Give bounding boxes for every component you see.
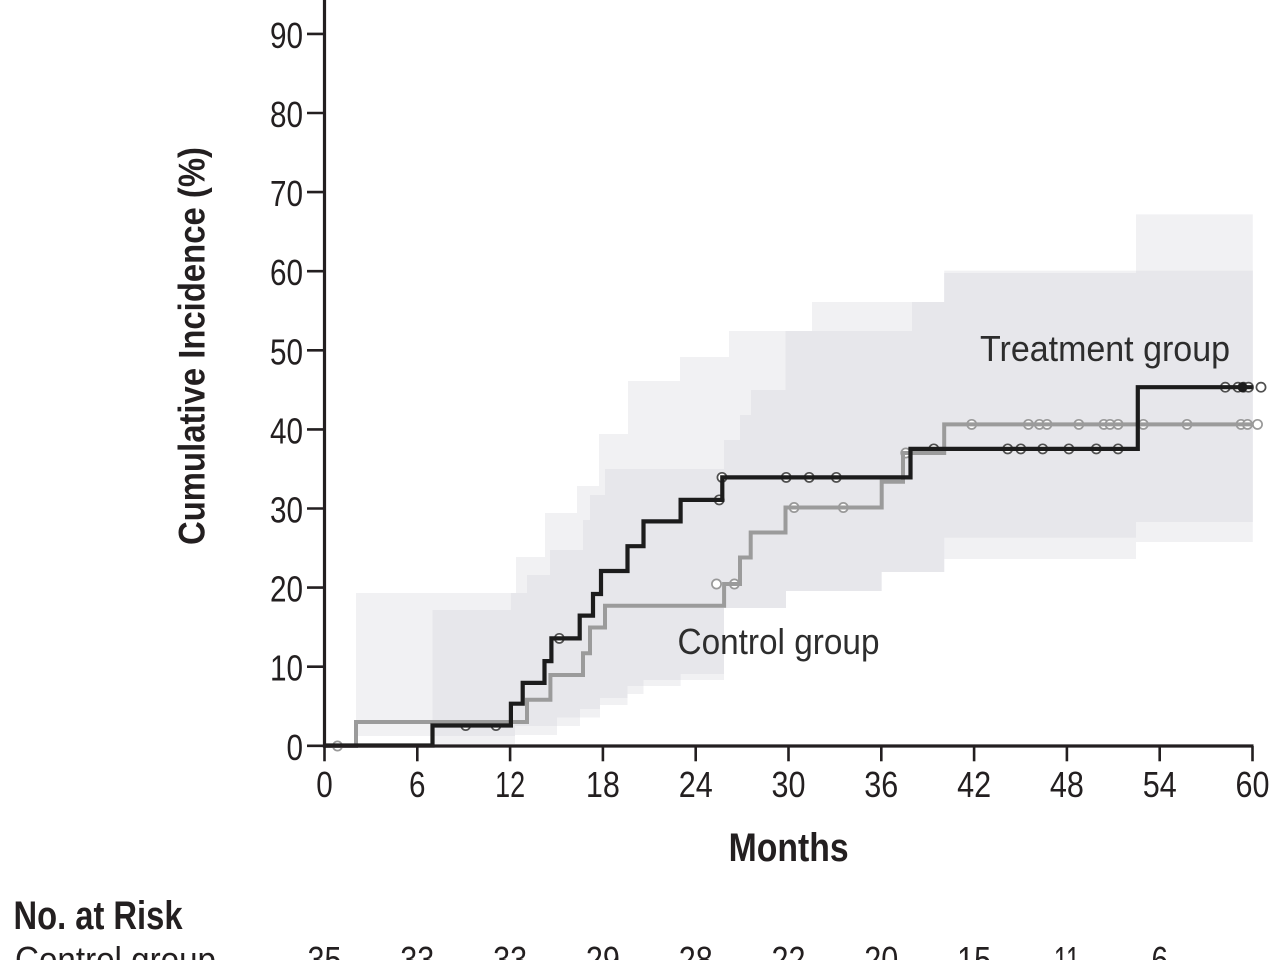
svg-text:11: 11 [1054,939,1080,960]
svg-text:20: 20 [270,569,303,610]
svg-text:Treatment group: Treatment group [980,328,1230,369]
svg-text:20: 20 [864,939,898,960]
svg-text:24: 24 [679,764,713,805]
svg-text:30: 30 [270,490,303,531]
svg-text:36: 36 [864,764,898,805]
svg-text:28: 28 [679,939,713,960]
svg-text:0: 0 [316,764,333,805]
svg-text:Months: Months [729,826,849,870]
svg-text:6: 6 [409,764,426,805]
svg-text:48: 48 [1050,764,1084,805]
svg-text:15: 15 [957,939,991,960]
svg-text:No. at Risk: No. at Risk [14,894,184,938]
svg-text:33: 33 [400,939,434,960]
svg-text:33: 33 [493,939,527,960]
svg-text:18: 18 [586,764,620,805]
svg-text:0: 0 [287,727,304,768]
svg-text:29: 29 [586,939,620,960]
svg-text:35: 35 [308,939,342,960]
svg-text:70: 70 [270,173,303,214]
svg-text:60: 60 [270,252,303,293]
svg-text:80: 80 [270,94,303,135]
svg-text:60: 60 [1236,764,1270,805]
svg-text:Cumulative Incidence (%): Cumulative Incidence (%) [172,147,213,545]
svg-text:12: 12 [495,764,525,805]
svg-text:40: 40 [270,410,303,451]
svg-text:50: 50 [270,331,303,372]
svg-text:54: 54 [1143,764,1177,805]
svg-text:90: 90 [270,15,303,56]
svg-text:30: 30 [772,764,806,805]
svg-text:22: 22 [772,939,806,960]
svg-text:42: 42 [957,764,991,805]
svg-text:Control group: Control group [678,621,880,662]
svg-text:6: 6 [1151,939,1168,960]
svg-text:10: 10 [270,648,303,689]
svg-text:Control group: Control group [15,939,216,960]
